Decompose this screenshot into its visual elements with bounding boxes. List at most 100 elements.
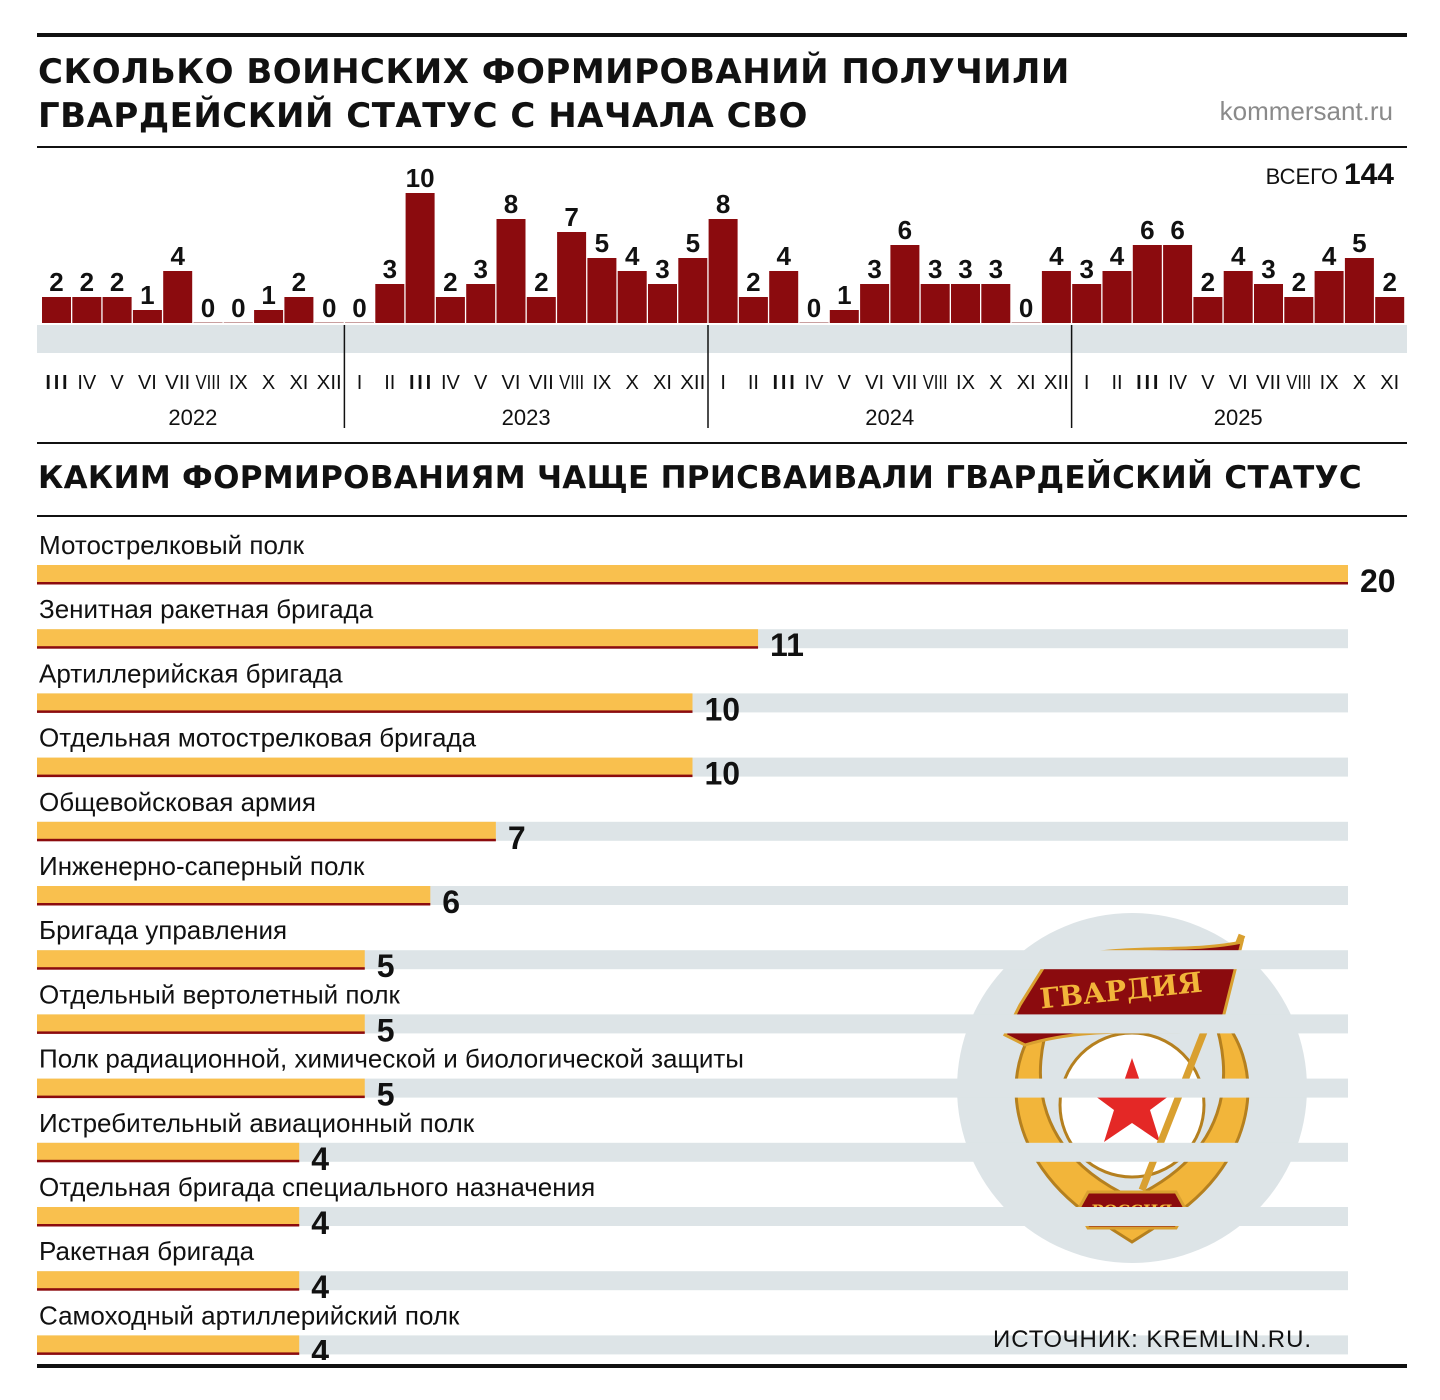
bar [193,322,223,323]
bar [466,284,496,323]
category-label: Артиллерийская бригада [39,658,343,688]
month-label: VIII [196,372,221,394]
year-label: 2025 [1214,405,1263,430]
data-label: 2 [534,267,548,297]
category-label: Мотострелковый полк [39,530,305,560]
month-label: VII [892,372,917,394]
category-label: Самоходный артиллерийский полк [39,1300,460,1330]
value-label: 6 [442,884,460,920]
data-label: 5 [686,228,700,258]
title-rule [37,146,1407,148]
top-rule [37,33,1407,37]
month-label: III [44,372,69,394]
bar [526,297,556,323]
bar [435,297,465,323]
data-label: 0 [322,293,336,323]
bar [72,297,102,323]
month-label: VIII [1286,372,1311,394]
month-label: II [1111,372,1122,394]
month-label: IV [441,372,461,394]
month-label: IV [77,372,97,394]
month-label: VII [1256,372,1281,394]
bar [1375,297,1405,323]
bar [314,322,344,323]
bar-underline [37,646,759,649]
month-label: X [262,372,275,394]
value-label: 4 [311,1205,329,1241]
month-label: IX [956,372,975,394]
bar [1132,245,1162,323]
brand-label: kommersant.ru [1219,96,1393,126]
bar [375,284,405,323]
bar [37,693,693,713]
bar [1254,284,1283,323]
month-label: VI [502,372,521,394]
bar [1223,271,1253,323]
data-label: 5 [595,228,609,258]
bar [1284,297,1314,323]
data-label: 7 [564,202,578,232]
bar-underline [37,1288,300,1291]
data-label: 4 [625,241,640,271]
bar [617,271,647,323]
bar [37,1207,300,1226]
data-label: 2 [110,267,124,297]
data-label: 3 [928,254,942,284]
data-label: 4 [1322,241,1337,271]
category-label: Отдельная бригада специального назначени… [39,1172,595,1202]
bar [1344,258,1374,323]
month-label: I [357,372,363,394]
month-label: XI [289,372,308,394]
data-label: 2 [49,267,63,297]
month-label: XI [653,372,672,394]
star-icon [1087,1058,1177,1142]
month-label: X [626,372,639,394]
value-label: 20 [1360,563,1396,599]
bar [678,258,708,323]
total-label: ВСЕГО [1265,164,1338,189]
value-label: 5 [377,948,395,984]
bar-track [37,1142,1348,1162]
bar [829,310,859,323]
chart-title: Сколько воинских формирований получили г… [38,52,1070,136]
month-label: III [771,372,796,394]
data-label: 2 [1382,267,1396,297]
data-label: 4 [776,241,791,271]
category-label: Ракетная бригада [39,1236,255,1266]
month-label: I [720,372,726,394]
month-label: VII [165,372,190,394]
month-label: V [110,372,124,394]
bar [920,284,950,323]
data-label: 3 [958,254,972,284]
category-label: Отдельный вертолетный полк [39,979,401,1009]
bar [1072,284,1102,323]
month-label: II [384,372,395,394]
data-label: 6 [1140,215,1154,245]
data-label: 4 [1049,241,1064,271]
bar [708,219,738,323]
bar [37,629,759,649]
bar [37,757,693,777]
year-label: 2022 [168,405,217,430]
bar-underline [37,838,496,842]
bar [769,271,799,323]
month-label: VII [529,372,554,394]
bar [557,232,587,323]
month-label: X [1353,372,1366,394]
bar [496,219,526,323]
month-label: XI [1017,372,1036,394]
category-label: Общевойсковая армия [39,787,316,817]
category-label: Отдельная мотострелковая бригада [39,723,477,753]
bar [1163,245,1193,323]
middle-rule [37,442,1407,444]
bar [1041,271,1071,323]
value-label: 4 [311,1269,329,1305]
category-label: Истребительный авиационный полк [39,1108,475,1138]
data-label: 3 [1261,254,1275,284]
bar-underline [37,1224,300,1227]
bar [132,310,162,323]
year-label: 2023 [502,405,551,430]
bar [37,565,1348,584]
data-label: 3 [1079,254,1093,284]
category-bar-chart: Мотострелковый полк 20 Зенитная ракетная б… [37,530,1396,1360]
